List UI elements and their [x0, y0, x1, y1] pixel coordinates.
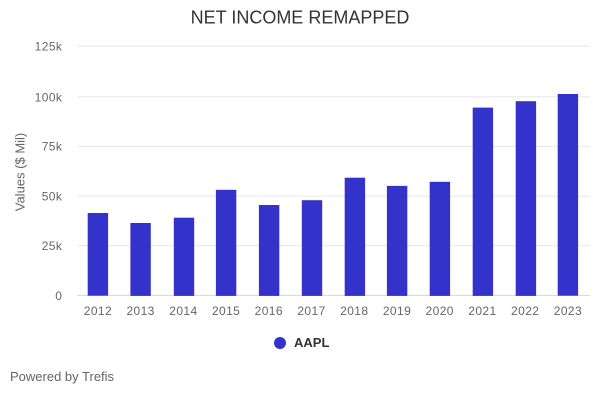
svg-text:NET INCOME REMAPPED: NET INCOME REMAPPED — [191, 8, 410, 28]
svg-text:100k: 100k — [35, 90, 63, 104]
svg-text:0: 0 — [55, 289, 62, 303]
svg-text:2016: 2016 — [255, 304, 283, 318]
svg-text:Powered by Trefis: Powered by Trefis — [10, 369, 115, 384]
svg-text:2020: 2020 — [426, 304, 454, 318]
svg-text:2014: 2014 — [169, 304, 197, 318]
svg-text:2017: 2017 — [297, 304, 325, 318]
svg-text:Values ($ Mil): Values ($ Mil) — [12, 133, 27, 212]
svg-text:AAPL: AAPL — [294, 335, 329, 350]
svg-text:2012: 2012 — [84, 304, 112, 318]
svg-text:2018: 2018 — [340, 304, 368, 318]
svg-text:2022: 2022 — [511, 304, 539, 318]
svg-text:2015: 2015 — [212, 304, 240, 318]
svg-text:25k: 25k — [42, 239, 63, 253]
svg-text:2023: 2023 — [554, 304, 582, 318]
svg-text:125k: 125k — [35, 40, 63, 54]
svg-text:2013: 2013 — [126, 304, 154, 318]
svg-text:2019: 2019 — [383, 304, 411, 318]
svg-text:2021: 2021 — [468, 304, 496, 318]
svg-text:50k: 50k — [42, 190, 63, 204]
svg-text:75k: 75k — [42, 140, 63, 154]
